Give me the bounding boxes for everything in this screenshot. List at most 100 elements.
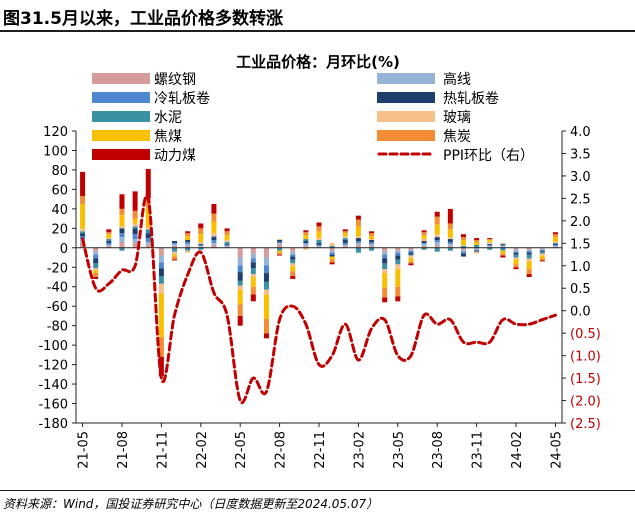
bar-segment [539, 248, 545, 250]
bar-segment [369, 236, 375, 240]
bar-segment [369, 245, 375, 248]
bar-segment [263, 265, 269, 274]
bar-segment [369, 233, 375, 237]
bar-segment [329, 259, 335, 263]
bar-segment [513, 257, 519, 260]
bar-segment [342, 238, 348, 241]
bar-segment [237, 304, 243, 316]
bar-segment [421, 235, 427, 240]
bar-segment [355, 226, 361, 237]
bar-segment [132, 226, 138, 229]
bar-segment [342, 244, 348, 246]
bar-segment [277, 252, 283, 255]
left-axis-tick-label: 60 [51, 183, 68, 198]
figure-title: 图31.5月以来，工业品价格多数转涨 [3, 9, 283, 29]
bar-segment [408, 247, 414, 250]
bar-segment [185, 243, 191, 246]
legend-label: 高线 [443, 71, 471, 88]
bar-segment [395, 252, 401, 256]
bar-segment [158, 293, 164, 338]
bar-segment [316, 238, 322, 241]
bar-segment [487, 239, 493, 241]
legend-label: 玻璃 [443, 109, 471, 126]
bar-segment [263, 294, 269, 319]
right-axis-tick-label: 1.5 [570, 237, 591, 252]
bar-segment [303, 243, 309, 246]
bar-segment [119, 194, 125, 209]
left-axis-tick-label: -20 [47, 261, 68, 276]
bar-segment [395, 264, 401, 270]
bar-segment [408, 258, 414, 262]
bar-segment [329, 252, 335, 255]
bar-segment [395, 269, 401, 287]
bar-segment [526, 261, 532, 270]
bar-segment [198, 244, 204, 246]
bar-segment [447, 245, 453, 248]
bar-segment [211, 237, 217, 241]
x-axis-tick-label: 23-05 [392, 431, 407, 469]
bar-segment [172, 240, 178, 243]
bar-segment [342, 231, 348, 234]
bar-segment [263, 273, 269, 282]
bar-segment [316, 245, 322, 247]
bar-segment [395, 259, 401, 265]
chart-title: 工业品价格：月环比(%) [236, 53, 400, 71]
bar-segment [434, 224, 440, 235]
bar-segment [263, 247, 269, 258]
bar-segment [106, 244, 112, 246]
bar-segment [290, 254, 296, 257]
bar-segment [290, 266, 296, 272]
x-axis-tick-label: 21-05 [77, 431, 92, 469]
legend-swatch [377, 92, 435, 103]
left-axis-tick-label: 40 [51, 203, 68, 218]
bar-segment [250, 258, 256, 263]
bar-segment [487, 240, 493, 242]
bar-segment [172, 247, 178, 252]
bar-segment [447, 239, 453, 242]
right-axis-tick-label: (2.5) [570, 417, 601, 432]
bar-segment [237, 285, 243, 290]
bar-segment [355, 219, 361, 227]
bar-segment [500, 244, 506, 246]
bar-segment [198, 234, 204, 242]
right-axis-tick-label: 4.0 [570, 125, 591, 140]
bar-segment [106, 240, 112, 243]
ppi-line [81, 193, 557, 405]
bar-segment [500, 245, 506, 247]
bar-segment [421, 245, 427, 248]
legend-swatch [92, 111, 150, 122]
bar-segment [158, 268, 164, 277]
bar-segment [434, 211, 440, 217]
bar-segment [119, 214, 125, 227]
left-axis-tick-label: 120 [43, 125, 68, 140]
bar-segment [158, 247, 164, 256]
legend-swatch [92, 149, 150, 160]
bar-segment [382, 263, 388, 270]
bar-segment [119, 208, 125, 215]
left-axis-tick-label: 80 [51, 164, 68, 179]
bar-segment [132, 223, 138, 227]
bar-segment [513, 254, 519, 258]
bar-segment [172, 242, 178, 244]
bar-segment [158, 356, 164, 377]
bar-segment [198, 223, 204, 229]
right-axis-tick-label: 2.0 [570, 215, 591, 230]
bar-segment [185, 240, 191, 242]
bar-segment [526, 247, 532, 250]
bar-segment [250, 286, 256, 295]
legend-label-ppi: PPI环比（右） [443, 148, 534, 164]
bar-segment [237, 315, 243, 326]
bar-segment [290, 263, 296, 267]
bar-segment [132, 234, 138, 240]
bar-segment [552, 234, 558, 238]
bar-segment [198, 245, 204, 247]
x-axis-tick-label: 23-02 [352, 431, 367, 469]
bar-segment [460, 245, 466, 248]
bar-segment [303, 235, 309, 240]
bar-segment [277, 241, 283, 243]
bar-segment [447, 208, 453, 224]
bar-segment [408, 261, 414, 264]
bar-segment [132, 191, 138, 211]
left-axis-tick-label: -80 [47, 320, 68, 335]
bar-segment [224, 235, 230, 241]
